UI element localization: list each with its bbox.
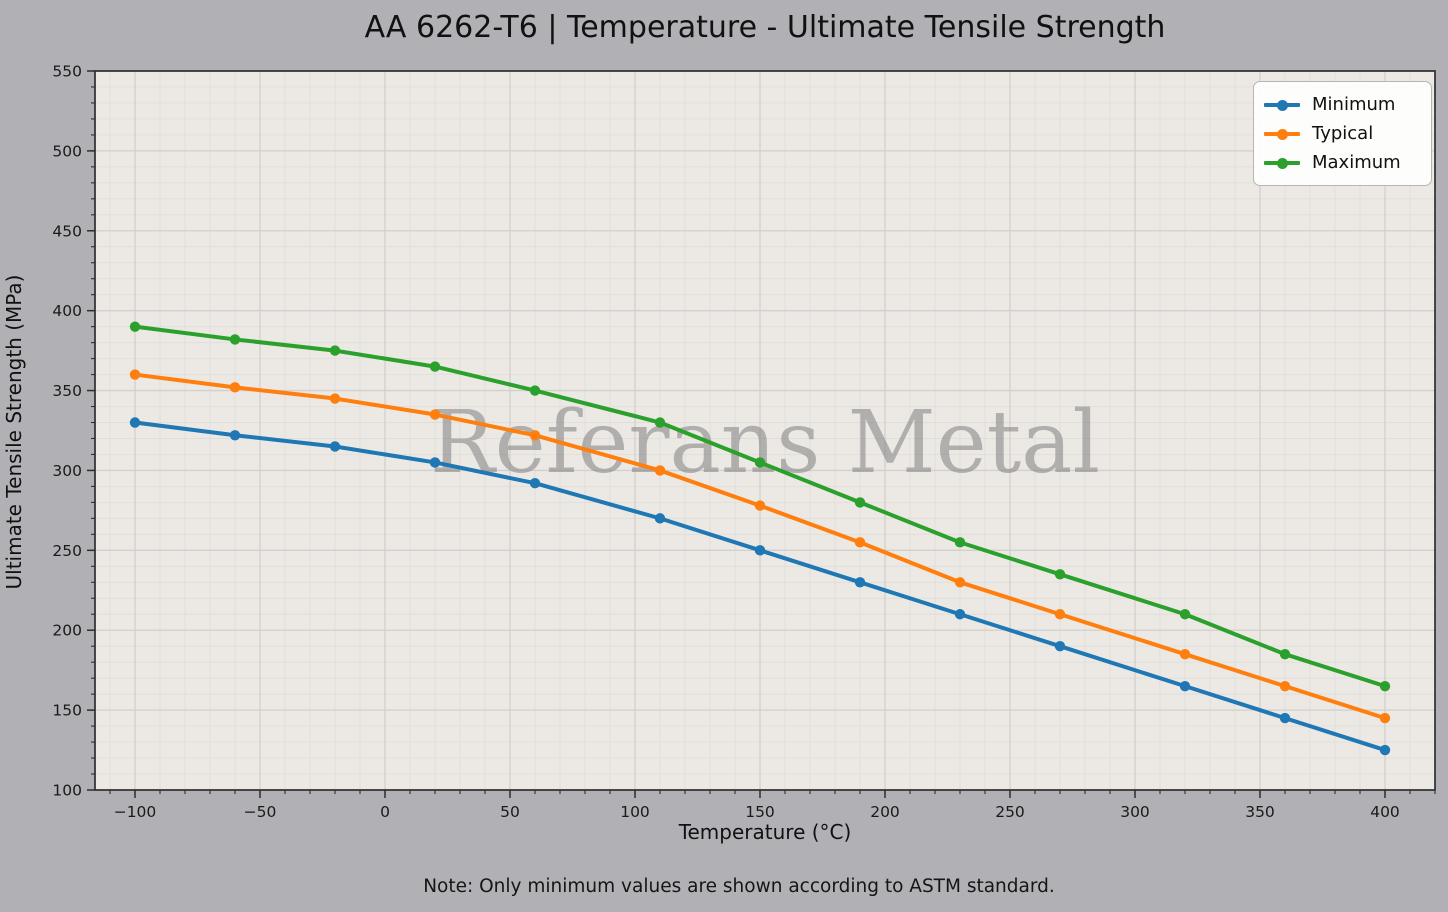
data-point-typical [754, 500, 766, 511]
plot-area [95, 71, 1435, 790]
data-point-maximum [854, 497, 866, 508]
legend-label-minimum: Minimum [1312, 94, 1396, 115]
data-point-minimum [1179, 680, 1191, 692]
data-point-minimum [529, 478, 541, 489]
legend-item-minimum: Minimum [1264, 90, 1421, 119]
data-point-minimum [1279, 712, 1291, 724]
data-point-maximum [954, 537, 966, 548]
data-point-typical [1179, 648, 1191, 660]
chart-title: AA 6262-T6 | Temperature - Ultimate Tens… [364, 10, 1166, 45]
y-tick-label: 100 [52, 782, 82, 800]
x-axis-label: Temperature (°C) [678, 820, 852, 844]
data-point-typical [854, 537, 866, 548]
watermark: Referans Metal [430, 393, 1100, 493]
x-tick-label: 300 [1120, 803, 1150, 821]
x-tick-label: 200 [870, 803, 900, 821]
legend-marker-typical-icon [1264, 127, 1300, 141]
axes-spines [94, 70, 1436, 791]
x-tick-label: 150 [745, 803, 775, 821]
data-point-maximum [1179, 609, 1191, 620]
data-point-minimum [1379, 744, 1391, 756]
y-tick-label: 250 [52, 542, 82, 560]
y-tick-label: 350 [52, 382, 82, 400]
data-point-maximum [529, 385, 541, 396]
y-tick-label: 150 [52, 702, 82, 720]
data-point-typical [1379, 712, 1391, 724]
data-point-minimum [854, 577, 866, 588]
y-tick-label: 450 [52, 222, 82, 240]
data-point-maximum [429, 361, 441, 372]
data-point-typical [1054, 609, 1066, 620]
data-point-maximum [129, 321, 141, 332]
data-point-minimum [329, 441, 341, 452]
x-tick-label: 250 [995, 803, 1025, 821]
x-tick-label: 400 [1370, 803, 1400, 821]
legend-item-typical: Typical [1264, 119, 1421, 148]
y-tick-label: 400 [52, 302, 82, 320]
data-point-maximum [1054, 569, 1066, 580]
data-point-minimum [129, 417, 141, 428]
data-point-typical [229, 382, 241, 393]
data-point-maximum [1279, 648, 1291, 660]
data-point-maximum [1379, 680, 1391, 692]
legend-marker-minimum-icon [1264, 98, 1300, 112]
data-point-minimum [429, 457, 441, 468]
x-tick-label: 350 [1245, 803, 1275, 821]
legend-label-typical: Typical [1312, 123, 1374, 144]
data-point-typical [954, 577, 966, 588]
x-tick-label: 0 [380, 803, 390, 821]
data-point-minimum [954, 609, 966, 620]
data-point-typical [1279, 680, 1291, 692]
y-tick-label: 500 [52, 142, 82, 160]
x-tick-label: −100 [114, 803, 157, 821]
data-point-maximum [754, 457, 766, 468]
data-point-maximum [229, 334, 241, 345]
data-point-minimum [754, 545, 766, 556]
data-point-typical [654, 465, 666, 476]
footnote: Note: Only minimum values are shown acco… [423, 876, 1055, 897]
legend: Minimum Typical Maximum [1253, 81, 1432, 186]
data-point-minimum [229, 430, 241, 441]
y-tick-label: 200 [52, 622, 82, 640]
data-point-maximum [654, 417, 666, 428]
x-tick-label: 50 [500, 803, 520, 821]
x-tick-label: −50 [244, 803, 277, 821]
y-tick-label: 550 [52, 63, 82, 81]
legend-marker-maximum-icon [1264, 156, 1300, 170]
data-point-typical [129, 369, 141, 380]
data-point-minimum [654, 513, 666, 524]
data-point-minimum [1054, 641, 1066, 652]
legend-label-maximum: Maximum [1312, 152, 1401, 173]
data-point-maximum [329, 345, 341, 356]
x-tick-label: 100 [620, 803, 650, 821]
y-tick-label: 300 [52, 462, 82, 480]
y-axis-label: Ultimate Tensile Strength (MPa) [2, 274, 26, 590]
data-point-typical [329, 393, 341, 404]
legend-item-maximum: Maximum [1264, 148, 1421, 177]
data-point-typical [429, 409, 441, 420]
data-point-typical [529, 430, 541, 441]
